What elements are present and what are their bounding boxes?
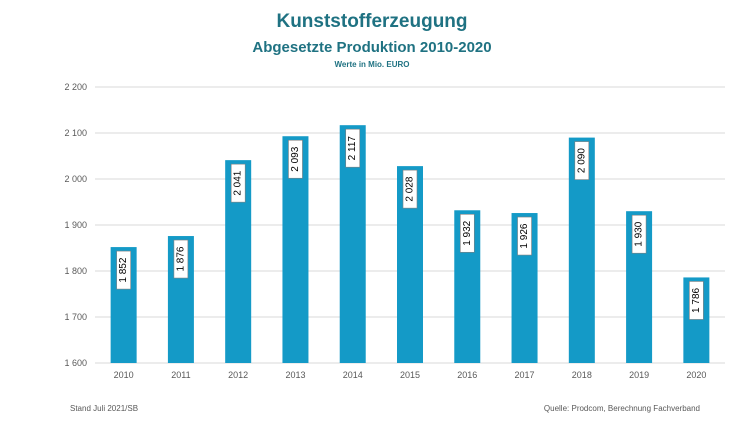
data-label: 1 932 bbox=[462, 220, 473, 245]
data-label-box bbox=[631, 214, 647, 254]
footer-left-note: Stand Juli 2021/SB bbox=[70, 404, 138, 413]
y-tick-label: 1 900 bbox=[64, 220, 87, 230]
data-label-box bbox=[689, 281, 704, 320]
bars: 1 852 1 876 2 041 2 093 2 117 2 028 1 932 1 926… bbox=[110, 125, 710, 364]
x-tick-label: 2016 bbox=[457, 370, 477, 380]
y-tick-label: 2 200 bbox=[64, 82, 87, 92]
data-label-box bbox=[230, 163, 246, 203]
data-label-box bbox=[574, 141, 590, 180]
data-label-box bbox=[459, 213, 475, 253]
unit-note: Werte in Mio. EURO bbox=[335, 60, 410, 69]
chart-subtitle: Abgesetzte Produktion 2010-2020 bbox=[252, 39, 491, 56]
x-tick-label: 2011 bbox=[171, 370, 190, 380]
data-label: 1 930 bbox=[634, 221, 645, 246]
y-tick-label: 2 100 bbox=[64, 128, 87, 138]
data-label-box bbox=[116, 250, 131, 290]
chart-title: Kunststofferzeugung bbox=[276, 11, 467, 32]
data-label: 1 852 bbox=[118, 257, 129, 282]
x-axis: 2010 2011 2012 2013 2014 2015 2016 2017 2018 2019… bbox=[114, 370, 707, 380]
data-label-box bbox=[517, 216, 532, 256]
y-tick-label: 1 800 bbox=[64, 266, 87, 276]
x-tick-label: 2015 bbox=[400, 370, 420, 380]
data-label: 2 090 bbox=[576, 148, 587, 173]
x-tick-label: 2017 bbox=[515, 370, 535, 380]
y-tick-label: 1 600 bbox=[64, 358, 87, 368]
x-tick-label: 2014 bbox=[343, 370, 363, 380]
x-tick-label: 2010 bbox=[114, 370, 134, 380]
y-tick-label: 1 700 bbox=[64, 312, 87, 322]
data-label-box bbox=[345, 128, 361, 168]
data-label: 2 093 bbox=[290, 146, 301, 171]
x-tick-label: 2013 bbox=[285, 370, 305, 380]
y-tick-label: 2 000 bbox=[64, 174, 87, 184]
data-label: 1 786 bbox=[691, 287, 702, 312]
x-tick-label: 2020 bbox=[686, 370, 706, 380]
data-label-box bbox=[402, 169, 418, 209]
x-tick-label: 2018 bbox=[572, 370, 592, 380]
footer-source-note: Quelle: Prodcom, Berechnung Fachverband bbox=[544, 404, 700, 413]
data-label: 2 041 bbox=[233, 170, 244, 195]
data-label-box bbox=[288, 139, 303, 179]
x-tick-label: 2019 bbox=[629, 370, 649, 380]
data-label-box bbox=[173, 239, 189, 279]
x-tick-label: 2012 bbox=[228, 370, 248, 380]
y-axis: 1 600 1 700 1 800 1 900 2 000 2 100 2 200 bbox=[64, 82, 87, 368]
data-label: 1 926 bbox=[519, 223, 530, 248]
data-label: 2 028 bbox=[405, 176, 416, 201]
data-label: 1 876 bbox=[175, 246, 186, 271]
data-label: 2 117 bbox=[347, 136, 358, 161]
